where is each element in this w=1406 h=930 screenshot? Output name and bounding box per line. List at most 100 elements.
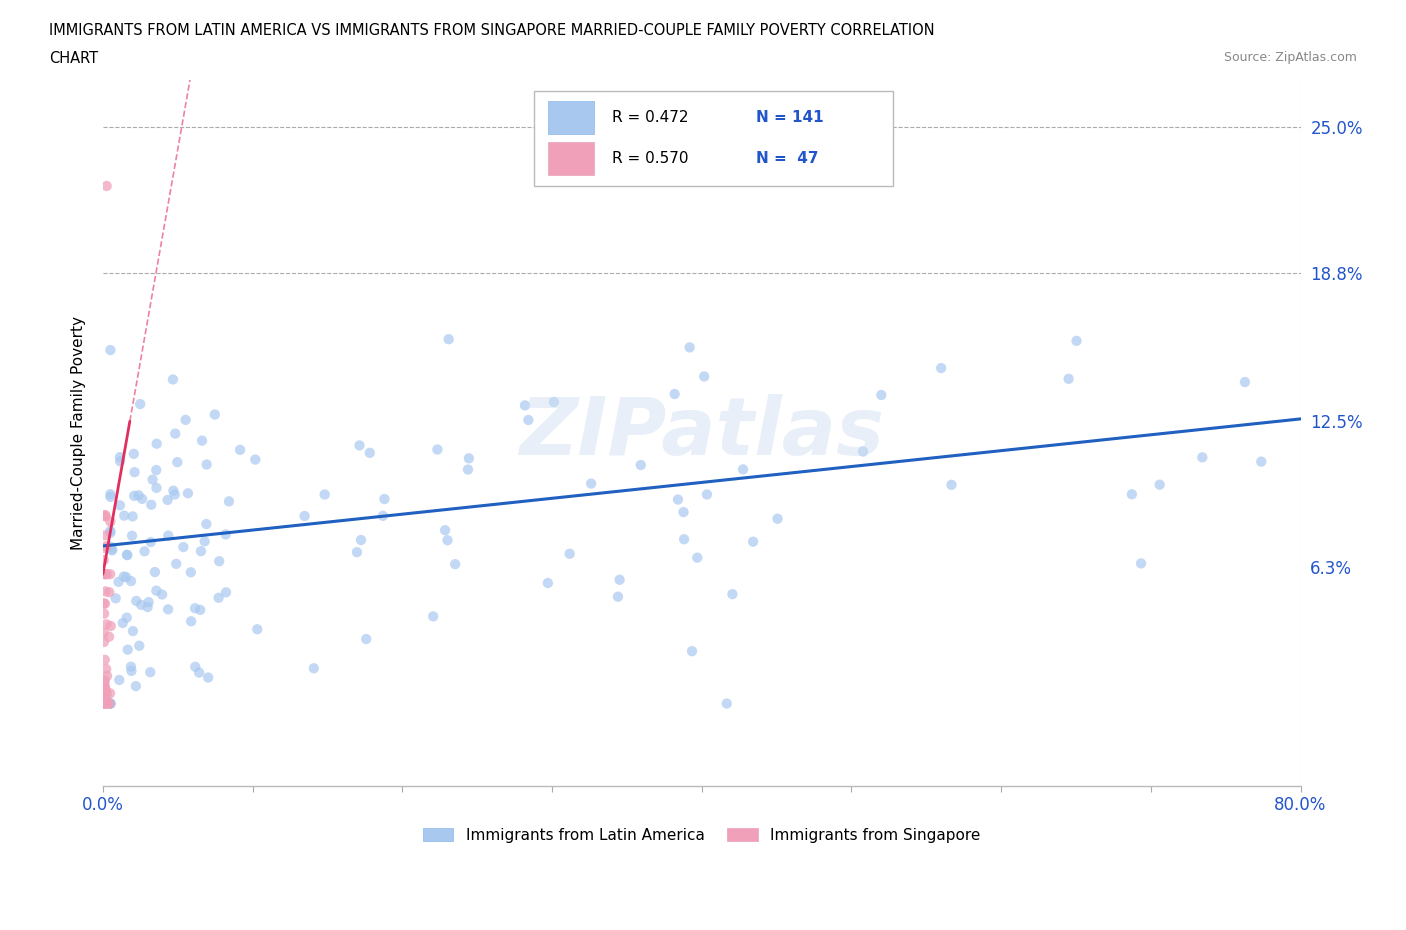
Point [128, 488, 150, 503]
Legend: Immigrants from Latin America, Immigrants from Singapore: Immigrants from Latin America, Immigrant… [416, 821, 987, 849]
Point [434, 523, 457, 538]
Point [731, 462, 754, 477]
Point [174, 412, 197, 427]
Point [93, 697, 115, 711]
Point [100, 618, 122, 633]
Point [558, 546, 581, 561]
Point [208, 553, 231, 568]
Point [94, 697, 117, 711]
Point [721, 587, 744, 602]
Point [100, 514, 122, 529]
Point [108, 672, 131, 687]
Point [314, 487, 336, 502]
Point [246, 622, 269, 637]
Point [184, 601, 207, 616]
Point [157, 602, 180, 617]
Point [98, 585, 121, 600]
Point [145, 583, 167, 598]
Point [543, 394, 565, 409]
Point [162, 484, 184, 498]
Point [100, 342, 122, 357]
Point [94, 584, 117, 599]
Point [93, 697, 115, 711]
Point [93, 652, 115, 667]
Point [94, 508, 117, 523]
Point [302, 661, 325, 676]
Point [630, 458, 652, 472]
Point [93, 606, 115, 621]
Text: ZIPatlas: ZIPatlas [519, 394, 884, 472]
Point [349, 438, 371, 453]
Point [444, 557, 467, 572]
Text: CHART: CHART [49, 51, 98, 66]
Point [215, 585, 238, 600]
Point [457, 462, 479, 477]
Point [98, 566, 121, 581]
Point [96, 669, 118, 684]
Point [1121, 486, 1143, 501]
Y-axis label: Married-Couple Family Poverty: Married-Couple Family Poverty [72, 316, 86, 550]
Point [426, 442, 449, 457]
Point [117, 643, 139, 658]
Point [96, 617, 118, 631]
Point [125, 679, 148, 694]
Point [180, 614, 202, 629]
Point [693, 369, 716, 384]
Point [190, 544, 212, 559]
Point [120, 663, 142, 678]
Point [134, 544, 156, 559]
Point [100, 524, 122, 538]
Text: N = 141: N = 141 [755, 110, 824, 125]
Point [93, 689, 115, 704]
Point [194, 534, 217, 549]
Point [111, 616, 134, 631]
Point [93, 634, 115, 649]
Point [100, 697, 122, 711]
Point [122, 446, 145, 461]
Point [184, 659, 207, 674]
Point [115, 570, 138, 585]
Point [115, 547, 138, 562]
Point [121, 509, 143, 524]
Text: Source: ZipAtlas.com: Source: ZipAtlas.com [1223, 51, 1357, 64]
Point [136, 600, 159, 615]
Point [100, 489, 122, 504]
Point [117, 548, 139, 563]
Point [177, 485, 200, 500]
Bar [548, 100, 593, 135]
Point [229, 443, 252, 458]
Point [929, 361, 952, 376]
Point [93, 697, 115, 711]
Point [1057, 371, 1080, 386]
Point [162, 372, 184, 387]
Point [686, 551, 709, 565]
Point [172, 539, 194, 554]
Point [188, 665, 211, 680]
Point [537, 576, 560, 591]
Point [156, 493, 179, 508]
Point [941, 477, 963, 492]
Point [93, 697, 115, 711]
Point [94, 679, 117, 694]
Point [129, 397, 152, 412]
Point [145, 436, 167, 451]
Point [122, 624, 145, 639]
Point [165, 426, 187, 441]
Point [852, 444, 875, 458]
Point [207, 591, 229, 605]
Point [180, 565, 202, 579]
Point [93, 528, 115, 543]
Point [93, 681, 115, 696]
Point [108, 450, 131, 465]
Point [115, 610, 138, 625]
Point [93, 509, 115, 524]
Point [142, 472, 165, 487]
Point [93, 552, 115, 567]
Point [93, 675, 115, 690]
Point [112, 569, 135, 584]
Point [197, 671, 219, 685]
Point [218, 494, 240, 509]
Text: N =  47: N = 47 [755, 151, 818, 166]
Point [191, 433, 214, 448]
Point [94, 596, 117, 611]
